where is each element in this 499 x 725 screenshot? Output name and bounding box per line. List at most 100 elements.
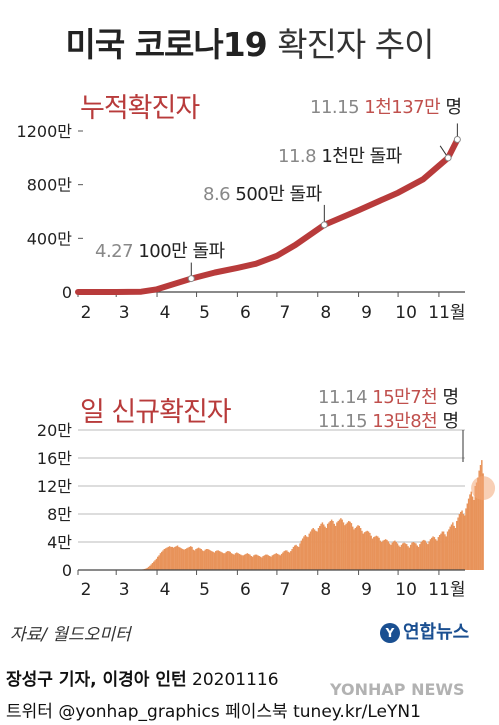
daily-bar: [407, 546, 409, 570]
daily-bar: [283, 551, 285, 570]
daily-bar: [466, 503, 469, 570]
daily-bar: [379, 540, 382, 570]
social-line: 트위터 @yonhap_graphics 페이스북 tuney.kr/LeYN1: [6, 702, 421, 722]
daily-bar: [222, 553, 225, 570]
daily-bar: [448, 529, 450, 570]
daily-bar: [147, 566, 150, 570]
daily-bar: [317, 528, 320, 570]
daily-bar: [226, 551, 229, 570]
daily-bar: [146, 567, 148, 570]
daily-bar: [438, 535, 441, 570]
daily-bar: [304, 535, 307, 570]
annotation-date: 11.15: [318, 411, 368, 432]
y-tick-label: 4만: [47, 533, 72, 552]
daily-bar: [479, 465, 482, 570]
daily-bar: [361, 530, 363, 570]
credit-authors: 장성구 기자, 이경아 인턴: [6, 670, 187, 690]
daily-bar: [240, 554, 242, 570]
daily-bar: [272, 554, 275, 570]
daily-bar: [403, 542, 405, 570]
daily-bar: [340, 518, 342, 570]
daily-bar: [371, 538, 374, 570]
y-tick-label: 800만: [27, 176, 73, 195]
daily-bar: [249, 554, 251, 570]
daily-bar: [167, 546, 170, 570]
daily-bar: [208, 549, 210, 570]
daily-bar: [238, 553, 241, 570]
daily-bar: [255, 554, 258, 570]
daily-bar: [276, 553, 279, 570]
annotation-date: 11.8: [278, 146, 317, 167]
daily-bar: [445, 536, 447, 570]
daily-bar: [158, 555, 160, 570]
daily-bar: [463, 515, 466, 570]
daily-bar: [354, 528, 357, 570]
daily-bar: [471, 496, 474, 570]
daily-bar: [153, 561, 155, 570]
daily-bar: [218, 551, 221, 570]
logo-text: 연합뉴스: [403, 622, 470, 643]
daily-bar: [473, 500, 475, 570]
daily-bar: [411, 542, 413, 570]
x-tick-label: 7: [279, 580, 290, 600]
daily-bar: [233, 554, 235, 570]
daily-bar: [183, 549, 185, 570]
annotation-86: 8.6 500만 돌파: [203, 180, 322, 206]
daily-bar: [344, 525, 346, 570]
daily-bar: [415, 543, 417, 570]
daily-bar: [308, 533, 310, 570]
daily-bar: [157, 556, 159, 570]
daily-bar: [321, 522, 324, 570]
daily-bar: [261, 557, 263, 570]
x-tick-label: 6: [240, 303, 251, 323]
daily-bar: [172, 547, 175, 570]
daily-bar: [204, 549, 206, 570]
daily-bar: [342, 522, 345, 570]
daily-bar: [428, 541, 430, 570]
x-tick-label: 4: [160, 303, 171, 323]
daily-bar: [229, 551, 231, 570]
daily-bar: [399, 546, 401, 570]
daily-bar: [392, 541, 395, 570]
daily-bar: [182, 549, 184, 570]
daily-bar: [440, 533, 442, 570]
daily-bar: [246, 553, 249, 570]
daily-bar: [171, 546, 173, 570]
daily-bar: [370, 535, 372, 570]
daily-bar: [149, 565, 151, 570]
annotation-unit: 명: [442, 387, 459, 408]
daily-bar: [423, 539, 425, 570]
daily-bar: [350, 523, 353, 570]
daily-bar: [271, 555, 274, 570]
daily-bar: [303, 536, 305, 570]
daily-bar: [251, 556, 254, 570]
daily-bar: [345, 523, 347, 570]
daily-bar: [305, 536, 308, 570]
daily-bar: [315, 530, 317, 570]
daily-annotation-1115: 11.15 13만8천 명: [318, 407, 459, 433]
yonhap-logo: Y 연합뉴스: [380, 618, 469, 644]
daily-bar: [457, 517, 459, 570]
daily-bar: [402, 543, 404, 570]
y-tick-label: 16만: [37, 449, 72, 468]
daily-bar: [284, 550, 287, 570]
daily-bar: [441, 531, 444, 570]
daily-bar: [437, 537, 440, 570]
daily-bar: [221, 552, 224, 570]
x-tick-label: 11월: [428, 303, 465, 323]
daily-bar: [417, 546, 420, 570]
daily-bar: [391, 542, 393, 570]
daily-bar: [163, 549, 166, 570]
daily-bar: [228, 551, 230, 570]
cumulative-line: [75, 136, 461, 295]
daily-bar: [193, 550, 196, 570]
daily-bar: [336, 522, 338, 570]
daily-bar: [286, 550, 288, 570]
daily-bar: [159, 553, 162, 570]
daily-bar: [201, 550, 204, 570]
watermark: YONHAP NEWS: [330, 680, 465, 699]
daily-bar: [313, 529, 316, 570]
daily-bar: [195, 549, 197, 570]
daily-bar: [442, 531, 445, 570]
daily-bar: [237, 553, 239, 570]
